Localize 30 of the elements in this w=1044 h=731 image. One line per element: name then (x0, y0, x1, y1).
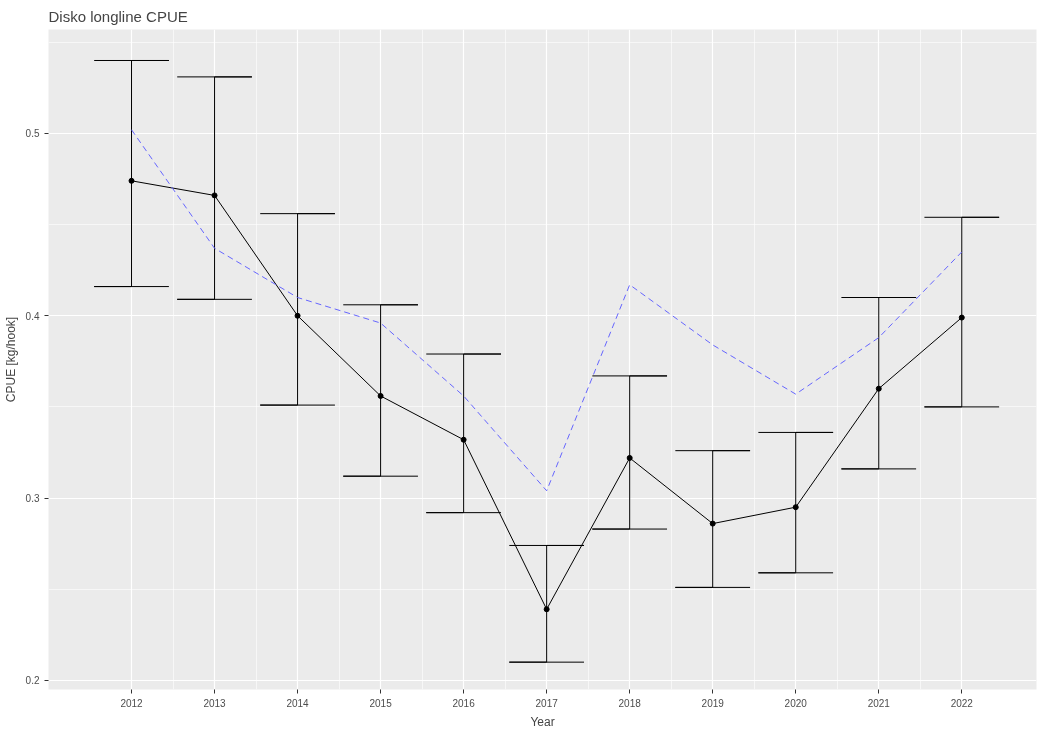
point (460, 436, 467, 443)
y-tick-label: 0.2 (25, 675, 40, 687)
point (709, 520, 716, 527)
y-tick-label: 0.5 (25, 128, 40, 140)
chart-title: Disko longline CPUE (48, 7, 188, 25)
line-series (131, 129, 963, 492)
x-tick-label: 2019 (701, 697, 725, 709)
x-tick-label: 2016 (452, 697, 476, 709)
y-tick-label: 0.3 (25, 493, 40, 505)
x-tick-label: 2020 (784, 697, 808, 709)
point (626, 454, 633, 461)
point (294, 312, 301, 319)
x-tick-label: 2022 (950, 697, 974, 709)
point (958, 314, 965, 321)
point (875, 385, 882, 392)
x-tick-label: 2013 (203, 697, 227, 709)
x-tick-label: 2017 (535, 697, 559, 709)
x-tick-label: 2014 (286, 697, 310, 709)
point (128, 177, 135, 184)
point (377, 392, 384, 399)
point (792, 504, 799, 511)
x-tick-label: 2015 (369, 697, 393, 709)
x-tick-label: 2012 (120, 697, 144, 709)
x-axis-title: Year (530, 714, 555, 729)
point (211, 192, 218, 199)
y-tick-label: 0.4 (25, 310, 40, 322)
x-tick-label: 2021 (867, 697, 891, 709)
y-axis-title: CPUE [kg/hook] (3, 316, 18, 403)
point (543, 606, 550, 613)
x-tick-label: 2018 (618, 697, 642, 709)
